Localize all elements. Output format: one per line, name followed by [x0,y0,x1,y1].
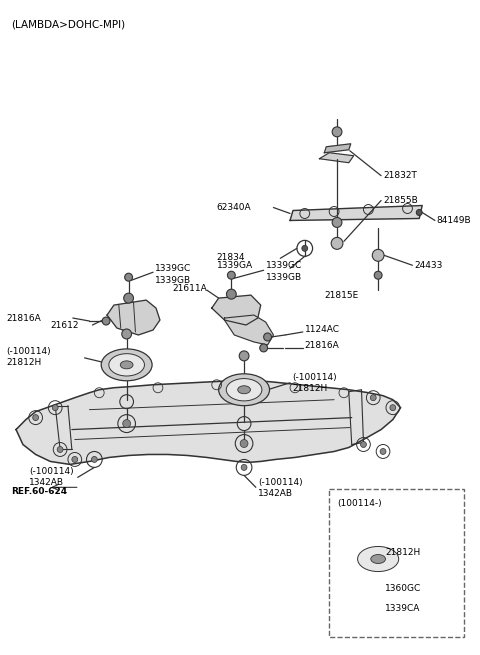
Circle shape [240,440,248,447]
Ellipse shape [238,386,251,394]
Text: 1339GC: 1339GC [265,261,302,270]
Circle shape [122,329,132,339]
Circle shape [373,616,383,626]
Circle shape [302,246,308,252]
Ellipse shape [218,374,270,405]
Ellipse shape [109,354,144,376]
Text: 21815E: 21815E [324,291,359,299]
Text: 84149B: 84149B [437,216,471,225]
Text: (-100114): (-100114) [6,347,51,356]
Circle shape [375,576,381,582]
Text: 1342AB: 1342AB [29,478,64,487]
Circle shape [331,237,343,250]
Text: 21834: 21834 [216,253,245,262]
Text: (-100114): (-100114) [29,467,73,476]
Polygon shape [107,300,160,335]
Circle shape [227,289,236,299]
Circle shape [332,217,342,227]
Circle shape [102,317,110,325]
Ellipse shape [120,361,133,369]
Text: REF.60-624: REF.60-624 [11,487,67,496]
Text: (LAMBDA>DOHC-MPI): (LAMBDA>DOHC-MPI) [11,19,125,29]
Circle shape [33,415,38,421]
Circle shape [374,271,382,279]
Text: 21816A: 21816A [6,314,41,322]
Ellipse shape [349,541,408,577]
Circle shape [264,333,272,341]
Text: 1339CA: 1339CA [385,605,420,613]
Polygon shape [16,380,401,464]
Circle shape [125,273,132,281]
Circle shape [372,597,384,608]
Text: 21855B: 21855B [383,196,418,205]
Circle shape [91,457,97,462]
Text: 21812H: 21812H [6,358,42,367]
Text: 1339GA: 1339GA [216,261,253,270]
Circle shape [360,441,366,447]
Circle shape [241,464,247,470]
Text: 24433: 24433 [414,261,443,270]
Text: 1124AC: 1124AC [305,326,340,335]
Ellipse shape [371,555,385,563]
Circle shape [52,405,58,411]
Circle shape [390,405,396,411]
Polygon shape [225,315,274,345]
Text: 21832T: 21832T [383,171,417,180]
Circle shape [380,449,386,455]
Ellipse shape [358,546,399,572]
Circle shape [72,457,78,462]
Circle shape [239,351,249,361]
Ellipse shape [226,379,262,401]
Text: (-100114): (-100114) [292,373,336,383]
Polygon shape [212,295,261,325]
Circle shape [260,344,267,352]
Ellipse shape [101,349,152,381]
Text: 1339GB: 1339GB [155,276,191,285]
Text: 21611A: 21611A [173,284,207,293]
Text: 62340A: 62340A [216,203,252,212]
Polygon shape [290,206,422,221]
Circle shape [416,210,422,215]
Circle shape [372,250,384,261]
Circle shape [228,271,235,279]
Circle shape [57,447,63,453]
Circle shape [370,395,376,401]
Circle shape [124,293,133,303]
Text: (100114-): (100114-) [337,498,382,508]
Text: 1339GC: 1339GC [155,264,191,272]
Polygon shape [324,144,351,153]
Text: 21816A: 21816A [305,341,339,350]
Text: 21812H: 21812H [292,384,327,393]
Text: 21612: 21612 [50,320,79,329]
FancyBboxPatch shape [329,489,464,637]
Text: 1360GC: 1360GC [385,584,421,593]
Text: 21812H: 21812H [385,548,420,557]
Text: 1342AB: 1342AB [258,489,293,498]
Circle shape [332,127,342,137]
Circle shape [123,420,131,428]
Polygon shape [319,153,354,162]
Circle shape [373,521,383,531]
Text: (-100114): (-100114) [258,478,302,487]
Text: 1339GB: 1339GB [265,272,302,282]
